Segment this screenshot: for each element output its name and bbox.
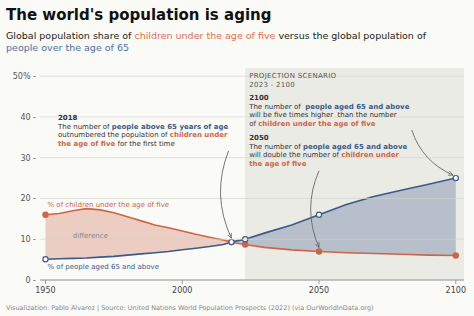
point-marker bbox=[243, 242, 248, 247]
x-tick bbox=[455, 280, 456, 284]
annotation-line: 2050 bbox=[249, 134, 269, 142]
y-tick-label: 30 - bbox=[20, 154, 36, 163]
point-marker bbox=[229, 239, 234, 244]
chart: The world's population is aging Global po… bbox=[0, 0, 474, 316]
grid-line bbox=[40, 198, 464, 199]
projection-label-line: PROJECTION SCENARIO bbox=[249, 72, 336, 80]
x-tick-label: 2050 bbox=[309, 286, 329, 295]
y-tick-label: 0 - bbox=[25, 276, 36, 285]
annotation-line: will double the number of children under bbox=[249, 151, 399, 159]
point-marker bbox=[316, 212, 321, 217]
series-label: % of children under the age of five bbox=[47, 201, 169, 209]
x-tick-label: 1950 bbox=[35, 286, 55, 295]
point-marker bbox=[453, 253, 458, 258]
point-marker bbox=[316, 249, 321, 254]
difference-area bbox=[45, 209, 231, 260]
annotation-text: of bbox=[249, 120, 258, 128]
point-marker bbox=[43, 212, 48, 217]
y-tick-label: 10 - bbox=[20, 235, 36, 244]
series-label: % of people aged 65 and above bbox=[47, 263, 159, 271]
annotation-text: people aged 65 and above bbox=[305, 103, 410, 111]
projection-label: PROJECTION SCENARIO2023 - 2100 bbox=[249, 72, 336, 89]
annotation-text: the age of five bbox=[249, 160, 306, 168]
subtitle-line: people over the age of 65 bbox=[6, 42, 129, 53]
series-line bbox=[45, 178, 455, 259]
plot-area bbox=[43, 68, 464, 280]
annotation-text: children under bbox=[170, 131, 228, 139]
annotation-text: The number of bbox=[57, 123, 112, 131]
annotation-line: will be five times higher than the numbe… bbox=[249, 111, 397, 119]
annotation-line: The number of people aged 65 and above bbox=[248, 103, 410, 111]
annotation-text: 2100 bbox=[249, 94, 269, 102]
annotation-text: will be five times higher than the numbe… bbox=[249, 111, 397, 119]
annotation-arrow bbox=[311, 171, 319, 248]
subtitle-line: Global population share of children unde… bbox=[6, 30, 429, 41]
annotation-text: children under the age of five bbox=[258, 120, 376, 128]
title: The world's population is aging bbox=[6, 6, 271, 24]
annotation-text: people above 65 years of age bbox=[112, 123, 229, 131]
annotation-text: outnumbered the population of bbox=[58, 131, 170, 139]
subtitle-part: versus the global population of bbox=[275, 30, 429, 41]
annotation-line: the age of five bbox=[249, 160, 306, 168]
y-tick-label: 20 - bbox=[20, 194, 36, 203]
annotation-line: the age of five for the first time bbox=[58, 140, 175, 148]
subtitle-part: children under the age of five bbox=[134, 30, 275, 41]
grid-line bbox=[40, 280, 464, 281]
point-marker bbox=[229, 239, 234, 244]
annotation-line: of children under the age of five bbox=[249, 120, 376, 128]
annotation: 2018The number of people above 65 years … bbox=[57, 114, 229, 148]
annotation-text: the age of five bbox=[58, 140, 115, 148]
annotation-line: outnumbered the population of children u… bbox=[58, 131, 228, 139]
annotation-line: The number of people above 65 years of a… bbox=[57, 123, 229, 131]
annotation-arrow bbox=[221, 151, 232, 238]
annotation-text: 2050 bbox=[249, 134, 269, 142]
annotation-text: people aged 65 and above bbox=[303, 143, 408, 151]
point-marker bbox=[453, 175, 458, 180]
annotation-text: children under bbox=[341, 151, 399, 159]
subtitle-part: people over the age of 65 bbox=[6, 42, 129, 53]
x-tick bbox=[45, 280, 46, 284]
annotation-text: The number of bbox=[248, 143, 303, 151]
subtitle-part: Global population share of bbox=[6, 30, 134, 41]
annotation-arrow bbox=[412, 130, 453, 175]
projection-label-line: 2023 - 2100 bbox=[249, 81, 295, 89]
x-tick-label: 2100 bbox=[446, 286, 466, 295]
annotation-line: 2100 bbox=[249, 94, 269, 102]
x-axis-line bbox=[40, 280, 464, 281]
annotation-line: 2018 bbox=[58, 114, 78, 122]
annotation: 2100The number of people aged 65 and abo… bbox=[248, 94, 410, 128]
annotation: 2050The number of people aged 65 and abo… bbox=[248, 134, 407, 168]
difference-label: difference bbox=[73, 232, 108, 240]
point-marker bbox=[43, 257, 48, 262]
background bbox=[0, 0, 474, 316]
x-tick bbox=[182, 280, 183, 284]
difference-area bbox=[231, 178, 455, 255]
y-tick-label: 40 - bbox=[20, 113, 36, 122]
annotation-text: will double the number of bbox=[249, 151, 341, 159]
y-tick-label: 50% - bbox=[13, 72, 36, 81]
annotation-text: 2018 bbox=[58, 114, 78, 122]
series-line bbox=[45, 209, 455, 256]
annotation-text: The number of bbox=[248, 103, 305, 111]
source: Visualization: Pablo Alvarez | Source: U… bbox=[6, 304, 374, 312]
annotation-text: for the first time bbox=[115, 140, 175, 148]
x-tick bbox=[319, 280, 320, 284]
annotation-line: The number of people aged 65 and above bbox=[248, 143, 407, 151]
x-tick-label: 2000 bbox=[172, 286, 192, 295]
